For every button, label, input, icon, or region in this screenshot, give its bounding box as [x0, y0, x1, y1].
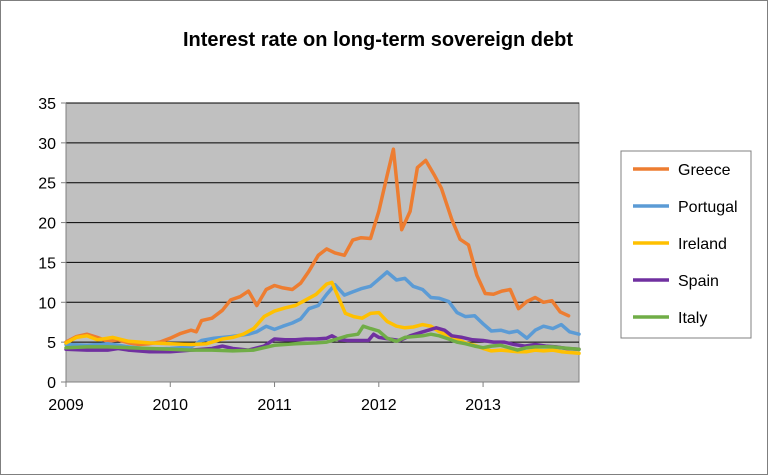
x-tick-label: 2012 [361, 397, 397, 414]
legend-label-ireland: Ireland [678, 236, 727, 253]
series-line-italy [64, 324, 581, 353]
series-lines [64, 147, 581, 356]
y-axis-ticks: 0 5 10 15 20 25 30 35 [38, 96, 66, 392]
chart-title: Interest rate on long-term sovereign deb… [183, 29, 573, 51]
y-tick-label: 15 [38, 255, 56, 272]
y-tick-label: 0 [47, 375, 56, 392]
series-line-greece [64, 147, 571, 347]
y-tick-label: 10 [38, 295, 56, 312]
series-line-portugal [64, 270, 581, 352]
series-line-ireland [64, 280, 581, 356]
legend-label-spain: Spain [678, 273, 719, 290]
legend-label-italy: Italy [678, 310, 707, 327]
axes [65, 103, 579, 383]
y-tick-label: 25 [38, 176, 56, 193]
plot-area [65, 102, 580, 383]
y-tick-label: 20 [38, 216, 56, 233]
legend-label-greece: Greece [678, 162, 731, 179]
x-axis-ticks: 2009 2010 2011 2012 2013 [48, 382, 501, 414]
x-tick-label: 2009 [48, 397, 84, 414]
legend: Greece Portugal Ireland Spain Italy [633, 162, 738, 327]
x-tick-label: 2013 [465, 397, 501, 414]
y-tick-label: 5 [47, 335, 56, 352]
x-tick-label: 2011 [257, 397, 292, 414]
y-tick-label: 30 [38, 136, 56, 153]
x-tick-label: 2010 [152, 397, 188, 414]
y-tick-label: 35 [38, 96, 56, 113]
legend-label-portugal: Portugal [678, 199, 738, 216]
